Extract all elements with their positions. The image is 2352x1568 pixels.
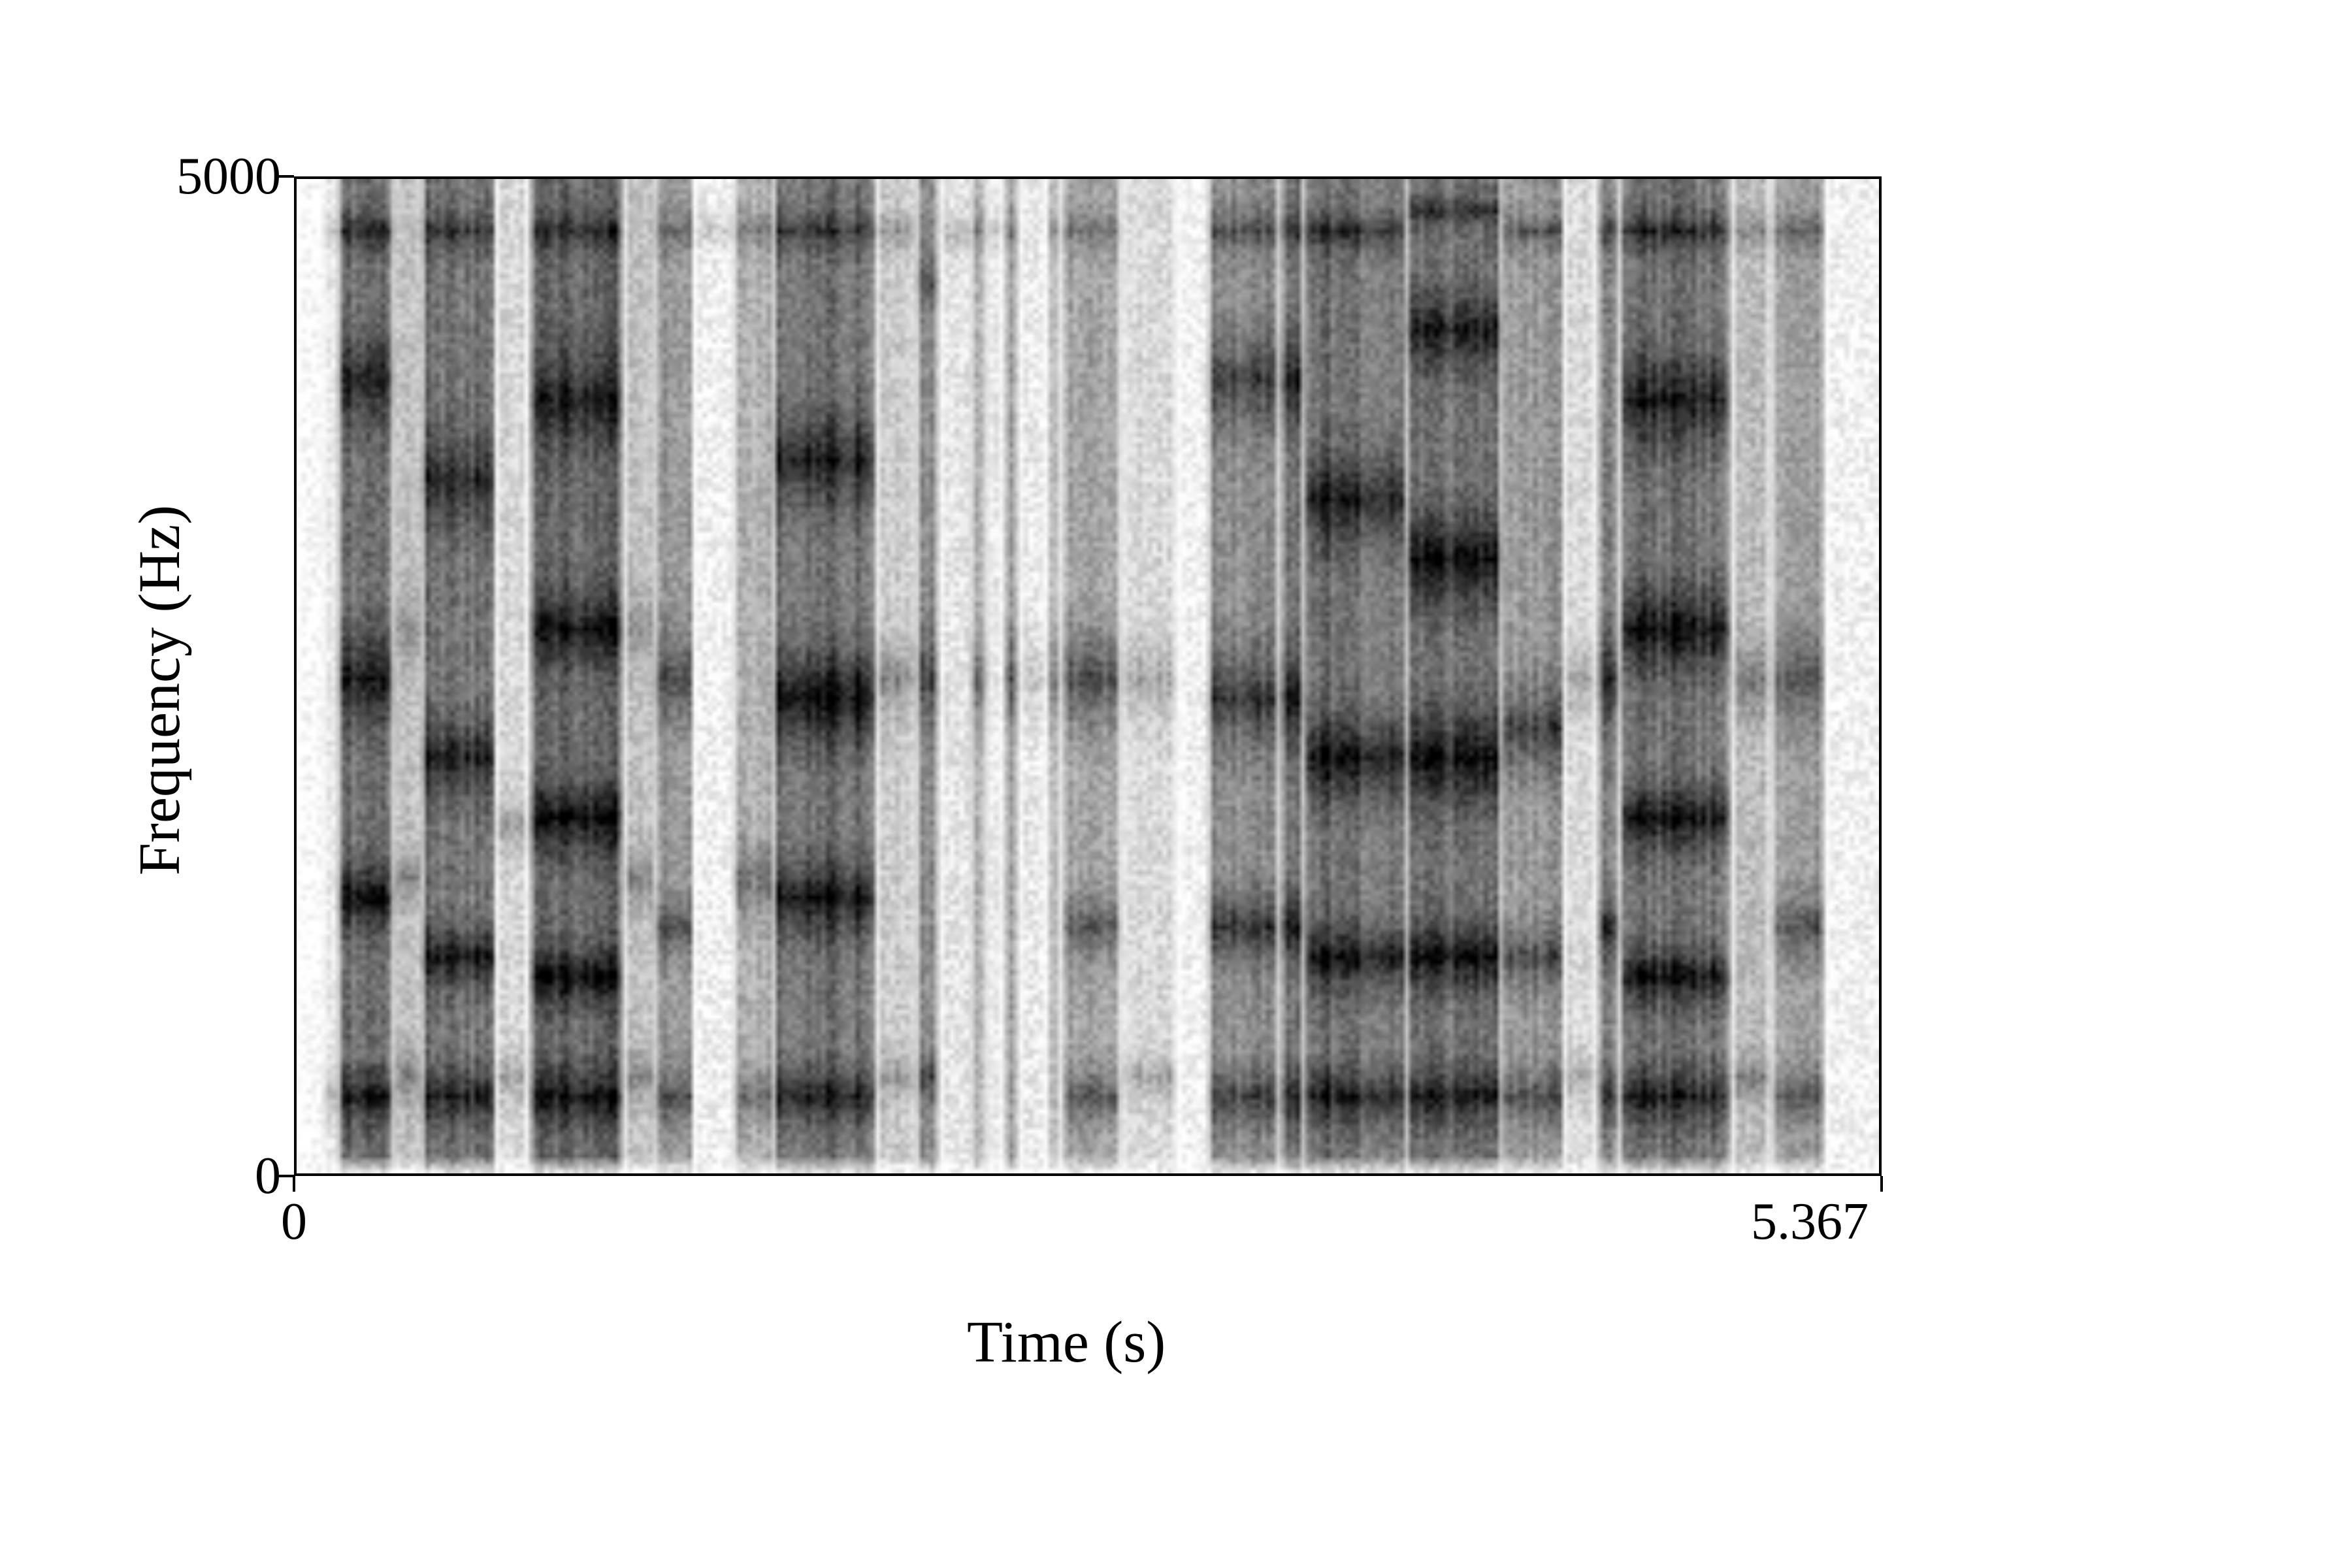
y-tick-label-max: 5000 <box>176 150 281 203</box>
spectrogram-canvas <box>297 179 1879 1173</box>
y-tick-mark-min <box>278 1175 294 1177</box>
plot-area <box>294 176 1882 1176</box>
x-tick-label-max: 5.367 <box>1751 1196 1869 1248</box>
x-tick-label-min: 0 <box>281 1196 307 1248</box>
y-tick-label-min: 0 <box>255 1150 281 1202</box>
spectrogram-figure: 5000 0 0 5.367 Time (s) Frequency (Hz) <box>0 0 2352 1568</box>
x-tick-mark-min <box>293 1176 295 1192</box>
y-axis-label: Frequency (Hz) <box>131 505 189 875</box>
x-tick-mark-max <box>1880 1176 1883 1192</box>
y-tick-mark-max <box>278 175 294 178</box>
x-axis-label: Time (s) <box>967 1313 1166 1372</box>
